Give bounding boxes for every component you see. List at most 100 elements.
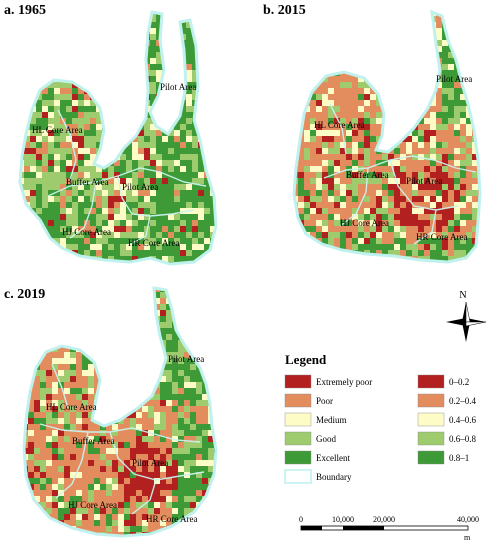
map-cell <box>376 100 383 107</box>
map-cell <box>358 226 365 233</box>
map-cell <box>190 430 197 437</box>
map-cell <box>20 262 25 264</box>
map-cell <box>442 88 449 95</box>
map-cell <box>298 214 305 221</box>
map-cell <box>304 184 311 191</box>
map-cell <box>190 424 197 431</box>
map-cell <box>120 64 127 71</box>
map-cell <box>448 226 455 233</box>
map-cell <box>412 238 419 245</box>
map-cell <box>358 190 365 197</box>
map-cell <box>346 40 353 47</box>
map-cell <box>24 304 29 311</box>
map-cell <box>180 250 187 257</box>
map-cell <box>88 334 95 341</box>
map-cell <box>154 526 161 533</box>
map-cell <box>108 124 115 131</box>
map-cell <box>130 478 137 485</box>
map-cell <box>180 244 187 251</box>
map-cell <box>36 250 43 257</box>
map-cell <box>54 256 61 263</box>
map-cell <box>166 412 173 419</box>
map-cell <box>54 226 61 233</box>
map-cell <box>214 370 216 377</box>
map-cell <box>42 190 49 197</box>
map-cell <box>154 358 161 365</box>
map-cell <box>472 106 479 113</box>
map-cell <box>328 52 335 59</box>
map-cell <box>64 472 71 479</box>
map-cell <box>90 148 97 155</box>
map-cell <box>172 418 179 425</box>
map-cell <box>102 262 109 264</box>
map-cell <box>424 166 431 173</box>
map-cell <box>72 166 79 173</box>
map-cell <box>136 526 143 533</box>
map-cell <box>60 208 67 215</box>
map-cell <box>196 418 203 425</box>
map-cell <box>20 64 25 71</box>
map-cell <box>172 288 179 293</box>
map-cell <box>370 244 377 251</box>
map-cell <box>82 388 89 395</box>
map-cell <box>442 64 449 71</box>
map-cell <box>114 94 121 101</box>
map-cell <box>90 154 97 161</box>
map-cell <box>424 94 431 101</box>
map-cell <box>166 364 173 371</box>
map-cell <box>394 100 401 107</box>
map-cell <box>24 172 31 179</box>
map-cell <box>216 178 222 184</box>
map-cell <box>184 322 191 329</box>
map-cell <box>130 472 137 479</box>
map-cell <box>84 226 91 233</box>
map-cell <box>126 214 133 221</box>
map-cell <box>46 298 53 305</box>
map-cell <box>106 352 113 359</box>
map-cell <box>394 94 401 101</box>
map-cell <box>72 52 79 59</box>
map-cell <box>406 34 413 41</box>
map-cell <box>364 28 371 35</box>
map-cell <box>418 22 425 29</box>
map-cell <box>36 154 43 161</box>
map-cell <box>436 28 443 35</box>
map-cell <box>370 190 377 197</box>
map-cell <box>424 46 431 53</box>
map-cell <box>214 340 216 347</box>
map-cell <box>172 508 179 515</box>
map-cell <box>48 82 55 89</box>
map-cell <box>78 214 85 221</box>
map-cell <box>156 118 163 125</box>
map-cell <box>298 100 305 107</box>
map-cell <box>388 34 395 41</box>
map-cell <box>42 46 49 53</box>
map-cell <box>126 22 133 29</box>
map-cell <box>376 262 382 268</box>
map-cell <box>198 100 205 107</box>
map-cell <box>204 88 211 95</box>
map-cell <box>124 430 131 437</box>
map-cell <box>70 442 77 449</box>
map-cell <box>174 52 181 59</box>
map-cell <box>466 172 473 179</box>
map-cell <box>430 214 437 221</box>
map-cell <box>124 406 131 413</box>
map-cell <box>216 136 222 142</box>
map-cell <box>204 82 211 89</box>
map-cell <box>334 262 340 268</box>
map-cell <box>204 214 211 221</box>
map-cell <box>48 58 55 65</box>
legend-boundary-label: Boundary <box>316 472 352 482</box>
map-cell <box>112 442 119 449</box>
map-cell <box>466 166 473 173</box>
map-cell <box>460 202 467 209</box>
map-cell <box>400 238 407 245</box>
map-cell <box>310 184 317 191</box>
map-cell <box>126 250 133 257</box>
map-cell <box>358 238 365 245</box>
map-cell <box>406 76 413 83</box>
map-cell <box>106 430 113 437</box>
map-cell <box>120 94 127 101</box>
map-cell <box>150 208 157 215</box>
